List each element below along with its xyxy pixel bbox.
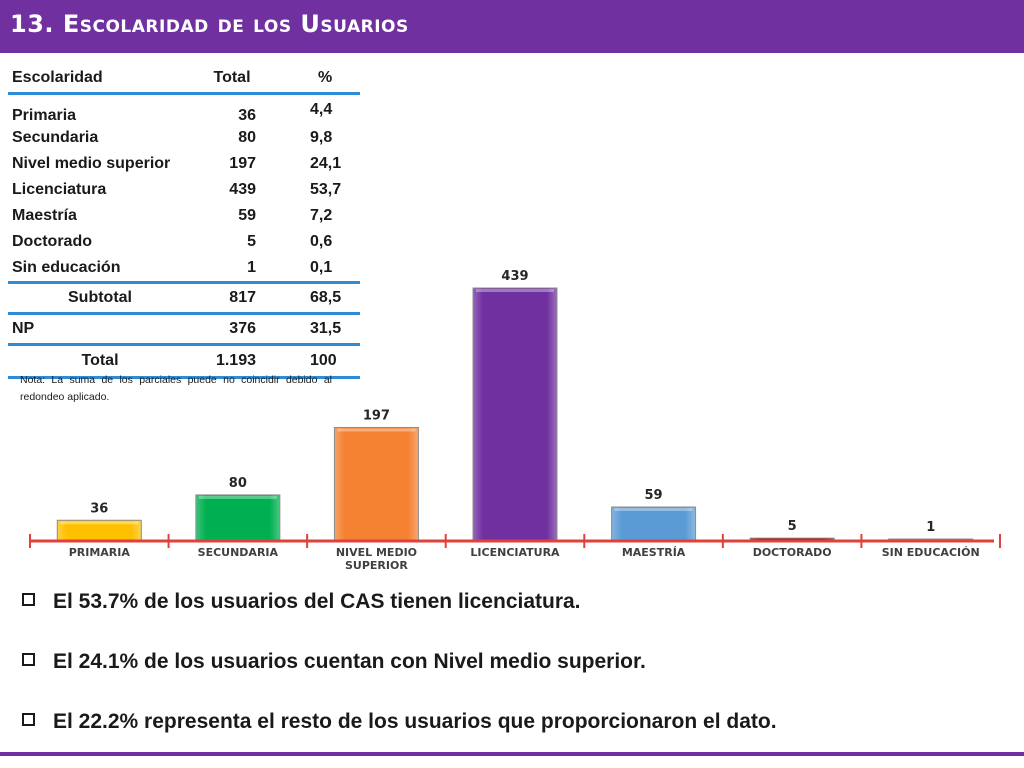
rounding-note: Nota: La suma de los parciales puede no … (20, 374, 332, 403)
table-row-np: NP 376 31,5 (8, 314, 360, 345)
col-header-escolaridad: Escolaridad (12, 69, 103, 86)
bar-highlight (198, 495, 277, 499)
checkbox-bullet-icon (22, 653, 35, 666)
footer-rule (0, 752, 1024, 756)
cell-total: 1 (247, 259, 256, 276)
cell-subtotal-total: 817 (229, 289, 256, 306)
cell-subtotal-pct: 68,5 (310, 289, 342, 306)
cell-pct: 9,8 (310, 129, 333, 146)
bullet-text: El 53.7% de los usuarios del CAS tienen … (53, 590, 581, 613)
cell-pct: 0,6 (310, 233, 333, 250)
cell-total: 197 (229, 155, 256, 172)
cell-pct: 53,7 (310, 181, 342, 198)
data-label: 197 (363, 408, 390, 423)
cell-total-label: Total (81, 352, 119, 369)
bar-nivel-medio-superior (333, 426, 419, 542)
cell-pct: 24,1 (310, 155, 342, 172)
data-label: 59 (645, 488, 663, 503)
category-label: PRIMARIA (69, 546, 131, 559)
bar-highlight (337, 428, 416, 432)
cell-total: 80 (238, 129, 256, 146)
data-label: 80 (229, 476, 247, 491)
page-title: 13. Escolaridad de los Usuarios (10, 10, 409, 38)
cell-escolaridad: Doctorado (12, 233, 92, 250)
category-label: SECUNDARIA (198, 546, 279, 559)
cell-total: 5 (247, 233, 256, 250)
checkbox-bullet-icon (22, 713, 35, 726)
summary-bullet: El 22.2% representa el resto de los usua… (22, 710, 777, 734)
table-row: Primaria 36 4,4 (8, 94, 360, 126)
cell-np-pct: 31,5 (310, 320, 342, 337)
category-label: SUPERIOR (345, 559, 408, 572)
category-label: LICENCIATURA (470, 546, 560, 559)
cell-escolaridad: Licenciatura (12, 181, 107, 198)
cell-total-pct: 100 (310, 352, 337, 369)
table-row: Sin educación 1 0,1 (8, 255, 360, 283)
schooling-bar-chart: 36 PRIMARIA 80 SECUNDARIA 197 NIVEL MEDIOSUPE… (29, 269, 1001, 572)
bullet-text: El 24.1% de los usuarios cuentan con Niv… (53, 650, 646, 673)
cell-np-total: 376 (229, 320, 256, 337)
category-label: MAESTRÍA (622, 546, 686, 559)
data-label: 1 (926, 520, 935, 535)
bullet-text: El 22.2% representa el resto de los usua… (53, 710, 777, 733)
summary-bullet: El 53.7% de los usuarios del CAS tienen … (22, 590, 581, 614)
cell-escolaridad: Secundaria (12, 129, 99, 146)
cell-total: 439 (229, 181, 256, 198)
bar-licenciatura (472, 287, 558, 542)
table-row: Nivel medio superior 197 24,1 (8, 151, 360, 177)
table-row-total: Total 1.193 100 (8, 345, 360, 378)
bar-highlight (60, 521, 139, 525)
bar-highlight (476, 289, 554, 292)
col-header-pct: % (318, 69, 333, 86)
cell-escolaridad: Maestría (12, 207, 77, 224)
cell-pct: 7,2 (310, 207, 333, 224)
bar-secundaria (195, 494, 281, 542)
cell-total-total: 1.193 (215, 352, 256, 369)
header-bar: 13. Escolaridad de los Usuarios (0, 0, 1024, 53)
data-label: 5 (788, 519, 797, 534)
col-header-total: Total (213, 69, 251, 86)
cell-escolaridad: Sin educación (12, 259, 121, 276)
table-header-row: Escolaridad Total % (8, 64, 360, 94)
category-label: SIN EDUCACIÓN (882, 546, 980, 559)
cell-subtotal-label: Subtotal (68, 289, 132, 306)
table-row: Doctorado 5 0,6 (8, 229, 360, 255)
category-label: NIVEL MEDIO (336, 546, 417, 559)
table-row-subtotal: Subtotal 817 68,5 (8, 283, 360, 314)
cell-np-label: NP (12, 320, 35, 337)
cell-pct: 4,4 (310, 101, 333, 118)
checkbox-bullet-icon (22, 593, 35, 606)
data-label: 36 (90, 501, 108, 516)
cell-pct: 0,1 (310, 259, 333, 276)
cell-escolaridad: Nivel medio superior (12, 155, 171, 172)
data-label: 439 (501, 269, 528, 284)
cell-total: 59 (238, 207, 256, 224)
cell-escolaridad: Primaria (12, 107, 77, 124)
table-row: Secundaria 80 9,8 (8, 125, 360, 151)
table-row: Licenciatura 439 53,7 (8, 177, 360, 203)
category-label: DOCTORADO (753, 546, 832, 559)
bar-maestría (611, 506, 697, 542)
table-row: Maestría 59 7,2 (8, 203, 360, 229)
bar-highlight (614, 507, 693, 511)
cell-total: 36 (238, 107, 256, 124)
schooling-table: Escolaridad Total % Primaria 36 4,4 Secu… (8, 64, 360, 379)
summary-bullet: El 24.1% de los usuarios cuentan con Niv… (22, 650, 646, 674)
